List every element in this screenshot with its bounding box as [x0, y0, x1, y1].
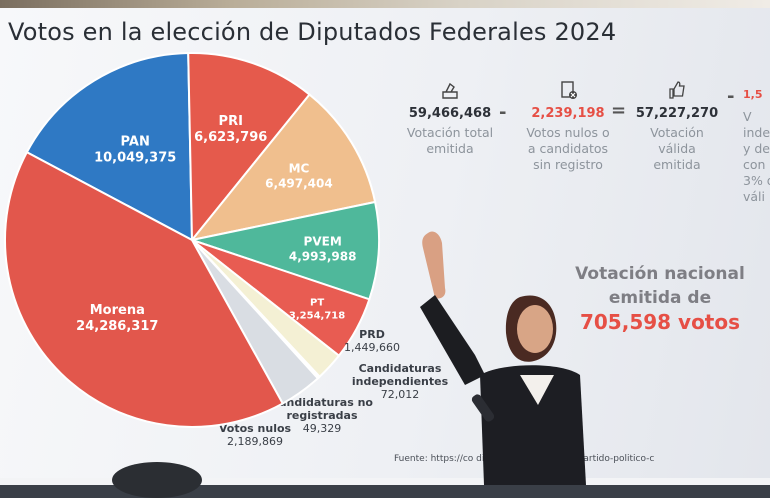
minus-sign-2: - — [727, 86, 735, 107]
null-votes-value: 2,239,198 — [531, 106, 605, 121]
slice-label-votos-nulos: Votos nulos — [219, 422, 292, 435]
pie-slice-morena — [4, 150, 285, 428]
total-votes-caption: Votación total emitida — [406, 125, 494, 156]
pie-slice-pvem — [188, 200, 380, 301]
chart-title: Votos en la elección de Diputados Federa… — [8, 18, 617, 46]
valid-votes-caption: Votación válida emitida — [650, 125, 704, 172]
partial-value: 1,5 — [743, 88, 763, 101]
pie-slice-mc — [189, 93, 377, 242]
slice-label-candidaturas-no-registradas: Candidaturas no — [271, 396, 373, 409]
slice-value-prd: 1,449,660 — [344, 341, 400, 354]
equals-sign: = — [611, 100, 627, 121]
formula-total: 59,466,468 Votación total emitida — [395, 80, 505, 157]
slice-value-pvem: 4,993,988 — [289, 250, 357, 264]
slice-label-pri: PRI — [219, 114, 243, 129]
slice-label-pt: PT — [310, 297, 324, 308]
slice-label-candidaturas-independientes: Candidaturas — [359, 362, 442, 375]
national-line-2: emitida de — [608, 288, 712, 308]
raised-arm — [420, 295, 485, 385]
slice-label-morena: Morena — [90, 303, 145, 318]
slice-label-pvem: PVEM — [304, 235, 342, 249]
slice-label-mc: MC — [289, 162, 310, 176]
slice-value-morena: 24,286,317 — [76, 319, 158, 334]
slice-value-candidaturas-no-registradas: 49,329 — [303, 422, 342, 435]
slice-label-candidaturas-independientes: independientes — [352, 375, 449, 388]
shirt-collar — [520, 375, 554, 405]
raised-hand — [422, 231, 446, 299]
valid-votes-value: 57,227,270 — [635, 106, 719, 121]
slice-value-pan: 10,049,375 — [94, 151, 176, 166]
void-ballot-icon — [561, 81, 577, 99]
national-vote-summary: Votación nacional emitida de 705,598 vot… — [540, 262, 770, 334]
presenter — [420, 231, 586, 485]
slice-label-prd: PRD — [359, 328, 385, 341]
pie-slice-pri — [187, 52, 311, 243]
pie-slice-pan — [25, 52, 194, 242]
slice-value-pt: 3,254,718 — [289, 310, 345, 321]
slice-value-mc: 6,497,404 — [265, 177, 333, 191]
total-votes-value: 59,466,468 — [408, 106, 492, 121]
jacket — [480, 365, 586, 485]
slice-value-pri: 6,623,796 — [194, 130, 267, 145]
thumbs-up-icon — [669, 81, 685, 99]
formula-valid: 57,227,270 Votación válida emitida — [627, 80, 727, 173]
audience-head — [112, 462, 202, 498]
national-line-1: Votación nacional — [575, 264, 745, 284]
slice-value-votos-nulos: 2,189,869 — [227, 435, 283, 448]
slice-value-candidaturas-independientes: 72,012 — [381, 388, 420, 401]
ballot-box-icon — [442, 82, 458, 99]
microphone-icon — [471, 394, 495, 422]
slice-label-pan: PAN — [121, 135, 150, 150]
face — [517, 305, 553, 353]
slice-label-candidaturas-no-registradas: registradas — [286, 409, 357, 422]
vote-formula: 59,466,468 Votación total emitida - 2,239… — [395, 80, 770, 230]
minus-sign: - — [499, 102, 507, 123]
national-line-3: 705,598 votos — [579, 310, 741, 334]
